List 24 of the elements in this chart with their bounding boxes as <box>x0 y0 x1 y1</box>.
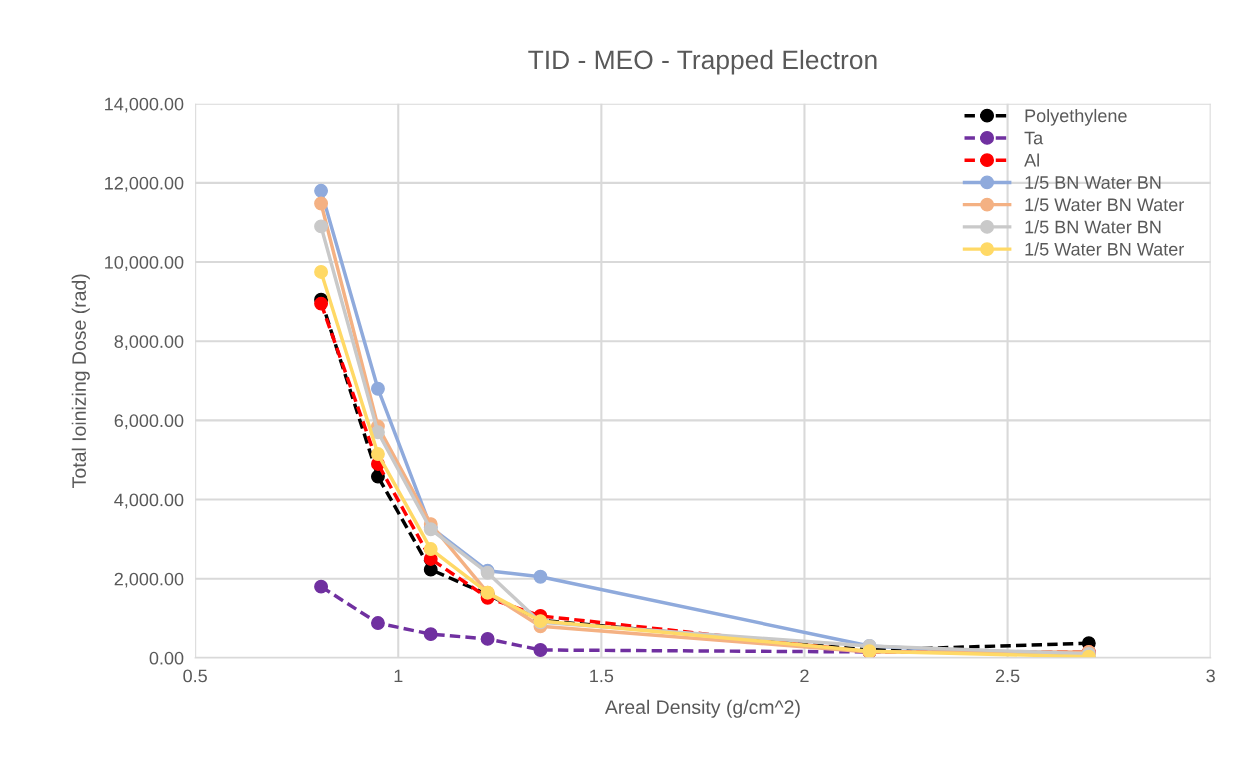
legend-label: Polyethylene <box>1025 108 1127 126</box>
y-tick-label: 10,000.00 <box>105 255 184 271</box>
legend-label: Ta <box>1024 131 1044 145</box>
legend-label: 1/5 BN Water BN <box>1025 175 1161 189</box>
x-tick-label: 2.5 <box>995 669 1020 683</box>
x-tick-label: 1 <box>394 669 403 683</box>
x-tick-label: 0.5 <box>183 669 207 683</box>
y-axis-title: Total Ioinizing Dose (rad) <box>71 274 90 488</box>
y-tick-label: 4,000.00 <box>114 493 184 509</box>
chart-title: TID - MEO - Trapped Electron <box>528 49 877 75</box>
y-tick-label: 14,000.00 <box>105 97 184 113</box>
y-tick-label: 8,000.00 <box>114 335 184 351</box>
legend-label: Al <box>1024 153 1039 167</box>
x-axis-title: Areal Density (g/cm^2) <box>604 699 800 718</box>
x-tick-label: 2 <box>800 669 809 683</box>
y-tick-label: 2,000.00 <box>114 572 184 588</box>
y-tick-label: 0.00 <box>149 651 184 665</box>
x-tick-label: 1.5 <box>590 669 614 683</box>
legend-label: 1/5 BN Water BN <box>1025 220 1161 234</box>
y-tick-label: 12,000.00 <box>105 176 184 192</box>
y-tick-label: 6,000.00 <box>114 414 184 430</box>
legend-label: 1/5 Water BN Water <box>1025 242 1184 256</box>
legend-label: 1/5 Water BN Water <box>1025 197 1184 212</box>
x-tick-label: 3 <box>1206 669 1215 683</box>
